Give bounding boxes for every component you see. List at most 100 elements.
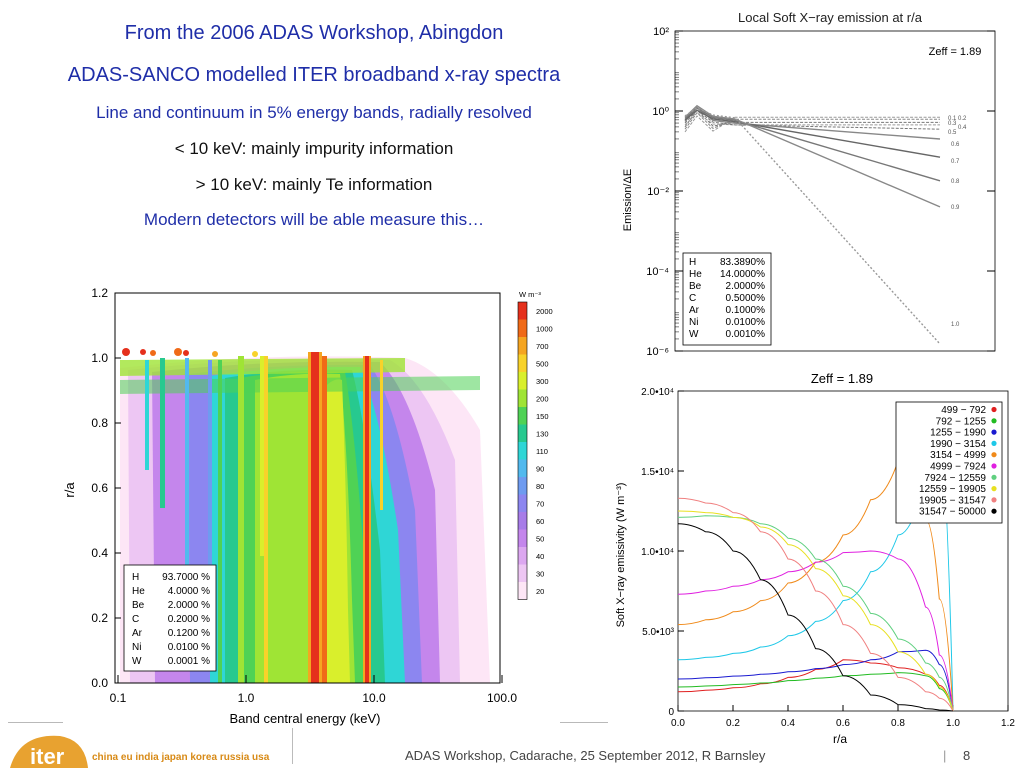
- log-curve-label: 0.8: [951, 179, 960, 185]
- contour-comp-value: 2.0000 %: [168, 600, 210, 611]
- emis-series-line: [677, 510, 954, 712]
- contour-x-tick-label: 100.0: [487, 691, 517, 705]
- log-comp-value: 2.0000%: [726, 281, 766, 292]
- log-composition-box: [682, 252, 772, 346]
- emis-series-line: [677, 672, 954, 712]
- log-chart-title: Local Soft X−ray emission at r/a: [738, 10, 923, 25]
- contour-comp-element: C: [132, 614, 139, 625]
- colorbar-unit: W m⁻³: [519, 290, 541, 299]
- header-line-2: ADAS-SANCO modelled ITER broadband x-ray…: [67, 64, 561, 86]
- contour-comp-value: 0.0100 %: [168, 642, 210, 653]
- emis-legend-label: 12559 − 19905: [919, 484, 986, 495]
- colorbar-swatch: [518, 302, 527, 320]
- contour-y-tick-label: 0.4: [91, 546, 108, 560]
- iter-logo: iter: [30, 744, 65, 769]
- emission-log-chart: Local Soft X−ray emission at r/a 10²10⁰1…: [622, 10, 996, 358]
- emis-x-tick-label: 0.8: [891, 718, 905, 729]
- emis-legend-marker: [991, 440, 997, 446]
- log-comp-element: W: [689, 329, 699, 340]
- colorbar-label: 150: [536, 412, 549, 421]
- log-comp-element: C: [689, 293, 696, 304]
- iter-logo-swoosh: [10, 735, 88, 768]
- log-curve: [684, 112, 940, 126]
- log-y-ticks: 10² 10⁰ 10⁻² 10⁻⁴ 10⁻⁶: [646, 26, 995, 358]
- log-curve-label: 0.2: [958, 116, 967, 122]
- emis-y-label: Soft X−ray emissivity (W m⁻³): [615, 483, 627, 628]
- log-y-tick-label: 10⁻⁶: [646, 346, 669, 358]
- header-line-5: > 10 keV: mainly Te information: [195, 175, 433, 194]
- log-curve-label: 0.7: [951, 159, 960, 165]
- emis-series-line: [677, 497, 954, 712]
- footer-separator: |: [943, 748, 947, 763]
- colorbar-label: 20: [536, 587, 544, 596]
- contour-composition: H 93.7000 % He 4.0000 % Be 2.0000 % C 0.2000 % A…: [132, 572, 210, 667]
- colorbar-swatch: [518, 372, 527, 390]
- emis-x-tick-label: 0.0: [671, 718, 685, 729]
- emis-y-tick-label: 1.5•10⁴: [641, 467, 674, 478]
- colorbar-swatch: [518, 564, 527, 582]
- contour-comp-value: 0.2000 %: [168, 614, 210, 625]
- contour-y-label: r/a: [62, 482, 77, 498]
- log-y-tick-label: 10⁻⁴: [646, 266, 669, 278]
- colorbar-swatch: [518, 547, 527, 565]
- emis-legend-marker: [991, 508, 997, 514]
- emis-chart-title: Zeff = 1.89: [811, 371, 873, 386]
- log-curve: [684, 109, 940, 128]
- emis-x-tick-label: 0.4: [781, 718, 795, 729]
- emis-y-tick-label: 1.0•10⁴: [641, 547, 674, 558]
- emis-x-tick-label: 1.2: [1001, 718, 1015, 729]
- log-comp-element: He: [689, 269, 702, 280]
- emis-legend-marker: [991, 486, 997, 492]
- colorbar-swatch: [518, 354, 527, 372]
- emis-legend-marker: [991, 406, 997, 413]
- colorbar-label: 200: [536, 394, 549, 403]
- emis-legend-label: 31547 − 50000: [919, 507, 986, 518]
- log-composition: H 83.3890% He 14.0000% Be 2.0000% C 0.5000% Ar 0.…: [689, 257, 765, 340]
- contour-y-tick-label: 0.0: [91, 676, 108, 690]
- contour-plot: 0.0 0.2 0.4 0.6 0.8 1.0 1.2 0.1 1.0 10.0 100.0 r/…: [62, 286, 553, 726]
- emis-x-tick-label: 1.0: [946, 718, 960, 729]
- emis-legend-label: 19905 − 31547: [919, 495, 986, 506]
- log-curves: [684, 104, 941, 345]
- emis-legend-marker: [991, 452, 997, 458]
- contour-x-label: Band central energy (keV): [229, 711, 380, 726]
- header-line-4: < 10 keV: mainly impurity information: [174, 139, 454, 158]
- emis-legend-label: 1255 − 1990: [930, 428, 986, 439]
- contour-y-tick-label: 0.6: [91, 481, 108, 495]
- emis-legend-marker: [991, 429, 997, 435]
- log-curve-label: 0.1: [948, 116, 957, 122]
- colorbar-label: 1000: [536, 324, 553, 333]
- emis-legend-label: 4999 − 7924: [930, 462, 986, 473]
- contour-y-tick-label: 0.8: [91, 416, 108, 430]
- contour-x-tick-label: 10.0: [362, 691, 386, 705]
- contour-y-tick-label: 0.2: [91, 611, 108, 625]
- colorbar: 2000 1000 700 500 300 200 150 130 110 90 80 70 60 50 4…: [517, 301, 553, 600]
- emis-legend-marker: [991, 497, 997, 503]
- log-curve-label: 0.4: [958, 125, 967, 131]
- colorbar-swatch: [518, 424, 527, 442]
- emis-legend-marker: [991, 474, 997, 480]
- contour-comp-value: 93.7000 %: [162, 572, 210, 583]
- emis-legend-label: 1990 − 3154: [930, 439, 986, 450]
- colorbar-label: 110: [536, 447, 548, 456]
- colorbar-swatch: [518, 459, 527, 477]
- header-line-1: From the 2006 ADAS Workshop, Abingdon: [124, 22, 504, 44]
- contour-comp-value: 4.0000 %: [168, 586, 210, 597]
- contour-x-tick-label: 1.0: [238, 691, 255, 705]
- contour-y-tick-label: 1.2: [91, 286, 108, 300]
- header-line-6: Modern detectors will be able measure th…: [143, 210, 485, 229]
- log-curve: [684, 109, 941, 130]
- log-y-tick-label: 10⁻²: [647, 186, 669, 198]
- emis-legend-marker: [991, 463, 997, 469]
- log-curve: [684, 109, 941, 158]
- log-y-tick-label: 10⁰: [652, 106, 669, 118]
- emis-curves: [677, 438, 954, 712]
- contour-y-ticks: 0.0 0.2 0.4 0.6 0.8 1.0 1.2: [91, 286, 121, 690]
- emis-series-line: [677, 550, 954, 712]
- colorbar-frame: [517, 301, 528, 600]
- log-curve-label: 0.3: [948, 121, 957, 127]
- emis-ticks: 0.0 0.2 0.4 0.6 0.8 1.0 1.2 0 5.0•10³ 1.0•10⁴ 1.5•…: [641, 387, 1015, 729]
- colorbar-label: 70: [536, 499, 544, 508]
- emis-y-tick-label: 5.0•10³: [642, 627, 675, 638]
